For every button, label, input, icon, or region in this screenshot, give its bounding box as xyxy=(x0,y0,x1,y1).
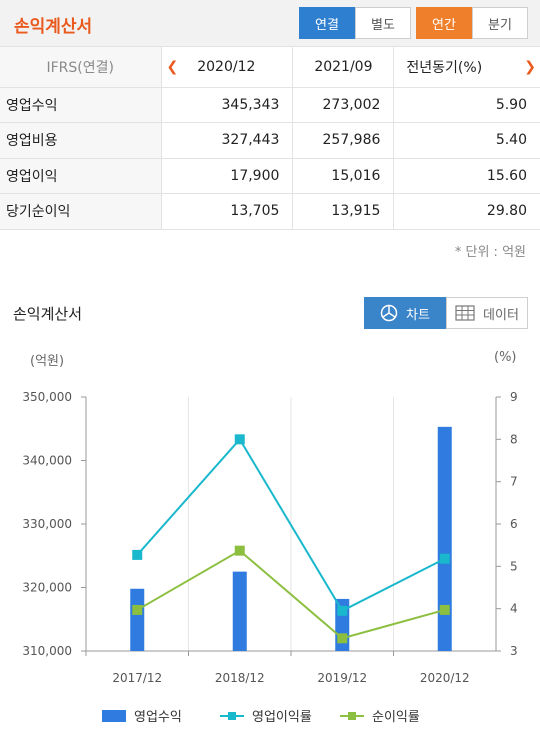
table-cell: 257,986 xyxy=(292,122,395,159)
left-tick-label: 320,000 xyxy=(22,581,72,595)
operating-margin-point xyxy=(234,434,245,445)
right-axis-unit: (%) xyxy=(494,350,517,365)
chart-section-title: 손익계산서 xyxy=(13,305,83,323)
page-title: 손익계산서 xyxy=(14,17,93,37)
tab-annual[interactable]: 연간 xyxy=(416,7,472,39)
x-tick-label: 2018/12 xyxy=(215,671,265,685)
legend-item: 순이익률 xyxy=(340,706,420,725)
table-row: 영업비용 327,443 257,986 5.40 xyxy=(0,122,540,159)
net-margin-point xyxy=(234,545,245,556)
table-cell: 5.40 xyxy=(393,122,540,159)
col-label: 2020/12 xyxy=(197,58,256,75)
bar xyxy=(232,571,247,651)
table-cell: 17,900 xyxy=(161,158,294,194)
operating-margin-point xyxy=(439,553,450,564)
table-header-col: ❮ 2020/12 xyxy=(161,47,294,88)
data-view-label: 데이터 xyxy=(483,307,519,323)
row-label: 당기순이익 xyxy=(0,193,162,230)
income-statement-table: IFRS(연결) ❮ 2020/12 2021/09 전년동기(%) ❯ 영업수… xyxy=(0,47,540,230)
data-view-button[interactable]: 데이터 xyxy=(446,297,528,329)
left-tick-label: 310,000 xyxy=(22,644,72,658)
table-grid-icon xyxy=(455,305,475,321)
tab-quarterly[interactable]: 분기 xyxy=(472,7,528,39)
right-tick-label: 8 xyxy=(510,432,518,446)
x-tick-label: 2020/12 xyxy=(420,671,470,685)
left-tick-label: 350,000 xyxy=(22,390,72,404)
income-chart: 310,000 320,000 330,000 340,000 350,000 3 4 5 6 7… xyxy=(22,390,518,685)
operating-margin-line xyxy=(136,437,446,613)
legend-bar-swatch xyxy=(102,709,126,722)
pie-chart-icon xyxy=(380,304,398,322)
table-row: 영업수익 345,343 273,002 5.90 xyxy=(0,87,540,123)
table-cell: 13,705 xyxy=(161,193,294,230)
left-tick-label: 340,000 xyxy=(22,454,72,468)
unit-note: * 단위 : 억원 xyxy=(454,245,526,260)
net-margin-point xyxy=(337,633,348,644)
legend-label: 순이익률 xyxy=(372,710,420,725)
legend-item: 영업수익 xyxy=(102,706,182,725)
x-tick-label: 2019/12 xyxy=(317,671,367,685)
prev-arrow-icon[interactable]: ❮ xyxy=(166,58,179,75)
right-tick-label: 6 xyxy=(510,517,518,531)
legend-label: 영업수익 xyxy=(134,710,182,725)
x-tick-label: 2017/12 xyxy=(112,671,162,685)
table-row: 당기순이익 13,705 13,915 29.80 xyxy=(0,193,540,230)
operating-margin-point xyxy=(337,605,348,616)
bar xyxy=(130,588,145,651)
table-cell: 345,343 xyxy=(161,87,294,123)
right-tick-label: 3 xyxy=(510,644,518,658)
row-label: 영업비용 xyxy=(0,122,162,159)
right-tick-label: 7 xyxy=(510,475,518,489)
tab-separate[interactable]: 별도 xyxy=(355,7,411,39)
table-cell: 13,915 xyxy=(292,193,395,230)
right-tick-label: 9 xyxy=(510,390,518,404)
table-cell: 15,016 xyxy=(292,158,395,194)
legend-label: 영업이익률 xyxy=(252,710,312,725)
bar xyxy=(437,426,452,651)
net-margin-point xyxy=(439,604,450,615)
chart-view-label: 차트 xyxy=(406,307,430,323)
chart-view-button[interactable]: 차트 xyxy=(364,297,446,329)
legend-line-swatch xyxy=(220,710,244,722)
table-row: 영업이익 17,900 15,016 15.60 xyxy=(0,158,540,194)
table-cell: 15.60 xyxy=(393,158,540,194)
col-label: 2021/09 xyxy=(314,58,373,75)
table-cell: 29.80 xyxy=(393,193,540,230)
table-cell: 273,002 xyxy=(292,87,395,123)
right-tick-label: 4 xyxy=(510,602,518,616)
table-header-row: IFRS(연결) ❮ 2020/12 2021/09 전년동기(%) ❯ xyxy=(0,47,540,88)
operating-margin-point xyxy=(132,549,143,560)
right-tick-label: 5 xyxy=(510,559,518,573)
legend-line-swatch xyxy=(340,710,364,722)
net-margin-line xyxy=(136,549,446,640)
legend-item: 영업이익률 xyxy=(220,706,312,725)
table-cell: 327,443 xyxy=(161,122,294,159)
left-tick-label: 330,000 xyxy=(22,517,72,531)
table-header-col: 2021/09 xyxy=(292,47,395,88)
row-label: 영업이익 xyxy=(0,158,162,194)
col-label: 전년동기(%) xyxy=(406,59,483,76)
table-header-col: 전년동기(%) ❯ xyxy=(393,47,540,88)
row-label: 영업수익 xyxy=(0,87,162,123)
top-bar: 손익계산서 연결 별도 연간 분기 xyxy=(0,0,540,47)
net-margin-point xyxy=(132,604,143,615)
table-header-label: IFRS(연결) xyxy=(0,47,162,88)
table-cell: 5.90 xyxy=(393,87,540,123)
left-axis-unit: (억원) xyxy=(30,354,65,369)
tab-consolidated[interactable]: 연결 xyxy=(299,7,355,39)
next-arrow-icon[interactable]: ❯ xyxy=(524,58,536,75)
